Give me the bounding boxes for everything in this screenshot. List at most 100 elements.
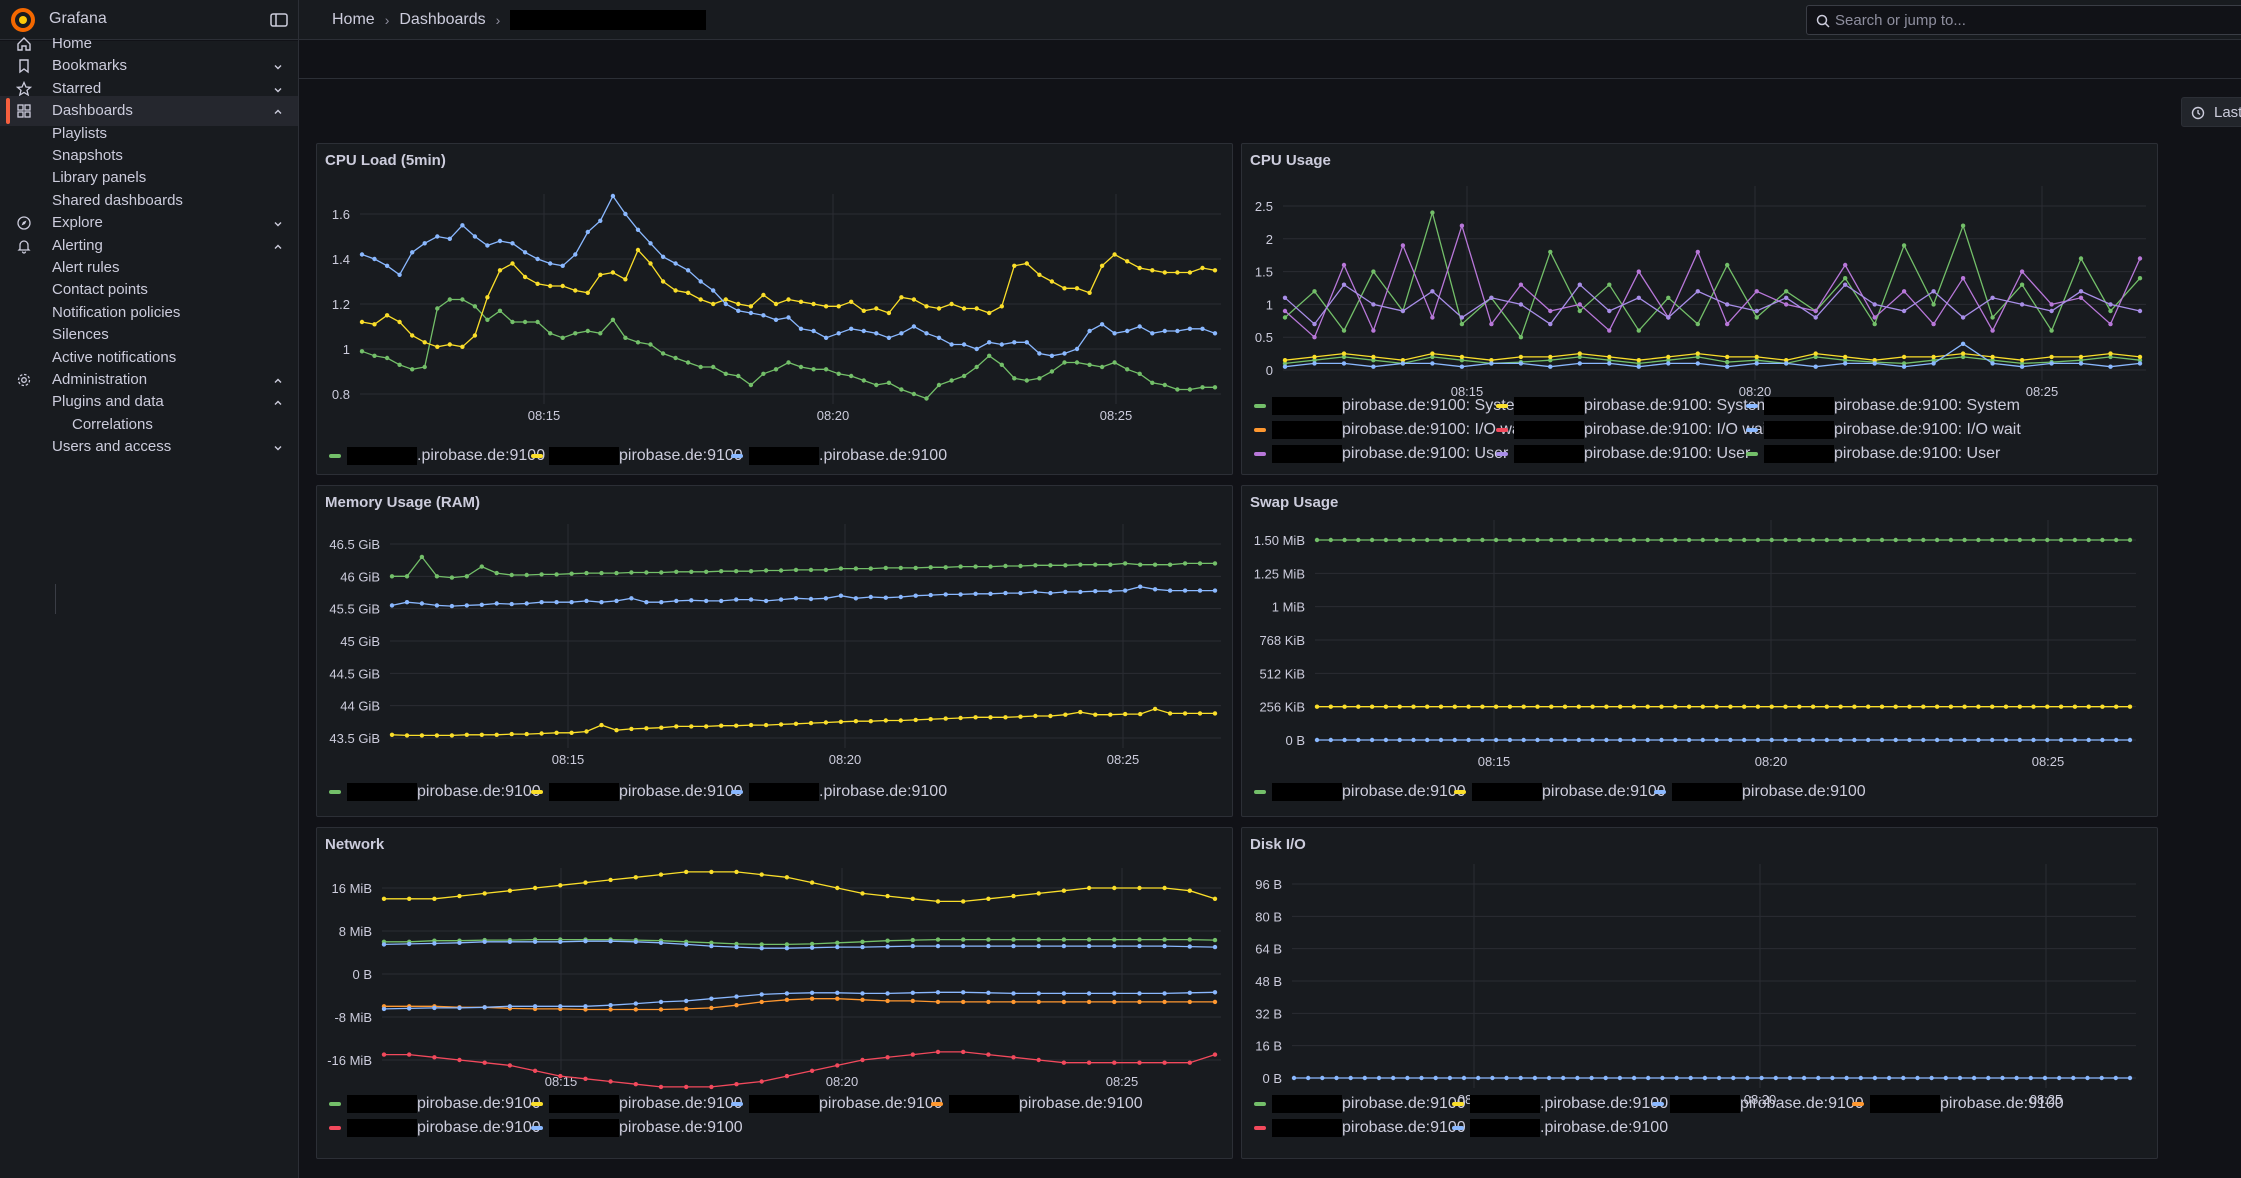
data-point: [786, 360, 791, 365]
legend-item[interactable]: pirobase.de:9100: [931, 1095, 1143, 1113]
data-point: [407, 1052, 412, 1057]
data-point: [1548, 249, 1553, 255]
legend-item[interactable]: pirobase.de:9100: [531, 783, 743, 801]
panel-memory-usage-ram[interactable]: 08:15 08:20 08:25 46.5 GiB 46 GiB 45.5 GiB 45 …: [316, 485, 1233, 817]
panel-cpu-load-5min[interactable]: 08:15 08:20 08:25 1.6 1.4 1.2 1 0.8 CPU Load (5m…: [316, 143, 1233, 475]
panel-cpu-usage[interactable]: 08:15 08:20 08:25 2.5 2 1.5 1 0.5 0 CPU Usage piro…: [1241, 143, 2158, 475]
legend-item[interactable]: pirobase.de:9100: System: [1254, 397, 1528, 415]
legend-item[interactable]: .pirobase.de:9100: [1452, 1095, 1668, 1113]
chevron-down-icon[interactable]: [272, 442, 284, 454]
chevron-up-icon[interactable]: [272, 241, 284, 253]
data-point: [808, 720, 814, 726]
sidebar-item-users-and-access[interactable]: Users and access: [0, 432, 298, 462]
panel-title[interactable]: CPU Usage: [1250, 152, 1331, 169]
sidebar-item-alerting[interactable]: Alerting: [0, 231, 298, 261]
chevron-up-icon[interactable]: [272, 106, 284, 118]
legend-item[interactable]: pirobase.de:9100: [731, 1095, 943, 1113]
data-point: [1957, 1075, 1963, 1081]
panel-title[interactable]: Network: [325, 836, 385, 853]
chevron-down-icon[interactable]: [272, 84, 284, 96]
legend-item[interactable]: pirobase.de:9100: System: [1496, 397, 1770, 415]
legend-item[interactable]: pirobase.de:9100: [1254, 1119, 1466, 1137]
sidebar-item-starred[interactable]: Starred: [0, 74, 298, 104]
chevron-down-icon[interactable]: [272, 218, 284, 230]
legend-item[interactable]: pirobase.de:9100: I/O wait: [1746, 421, 2021, 439]
sidebar-item-administration[interactable]: Administration: [0, 365, 298, 395]
data-point: [410, 367, 415, 372]
legend-item[interactable]: pirobase.de:9100: [531, 447, 743, 465]
data-point: [1931, 358, 1936, 363]
panel-swap-usage[interactable]: 08:15 08:20 08:25 1.50 MiB 1.25 MiB 1 MiB 768 …: [1241, 485, 2158, 817]
time-range-picker[interactable]: Last: [2181, 97, 2241, 127]
legend-item[interactable]: pirobase.de:9100: [531, 1095, 743, 1113]
data-point: [823, 335, 829, 340]
legend-item[interactable]: pirobase.de:9100: [329, 783, 541, 801]
data-point: [1078, 709, 1083, 715]
sidebar-item-playlists[interactable]: Playlists: [0, 119, 298, 149]
panel-title[interactable]: CPU Load (5min): [325, 152, 446, 169]
sidebar-item-snapshots[interactable]: Snapshots: [0, 141, 298, 171]
dock-menu-icon[interactable]: [269, 10, 289, 30]
sidebar-item-alert-rules[interactable]: Alert rules: [0, 253, 298, 283]
legend-item[interactable]: pirobase.de:9100: [329, 1119, 541, 1137]
sidebar-item-plugins-and-data[interactable]: Plugins and data: [0, 387, 298, 417]
panel-title[interactable]: Swap Usage: [1250, 494, 1339, 511]
data-point: [2114, 537, 2119, 543]
legend-item[interactable]: .pirobase.de:9100: [731, 447, 947, 465]
search-input[interactable]: Search or jump to...: [1806, 5, 2241, 35]
legend-item[interactable]: pirobase.de:9100: [329, 1095, 541, 1113]
x-tick-label: 08:15: [545, 1074, 578, 1089]
chevron-up-icon[interactable]: [272, 375, 284, 387]
panel-network[interactable]: 08:15 08:20 08:25 16 MiB 8 MiB 0 B -8 MiB -16 M…: [316, 827, 1233, 1159]
legend-item[interactable]: pirobase.de:9100: User: [1746, 445, 2000, 463]
legend-item[interactable]: pirobase.de:9100: System: [1746, 397, 2020, 415]
data-point: [1356, 737, 1361, 743]
grafana-logo-icon[interactable]: [10, 7, 36, 33]
legend-item[interactable]: pirobase.de:9100: User: [1254, 445, 1508, 463]
legend-item[interactable]: pirobase.de:9100: I/O wait: [1496, 421, 1771, 439]
sidebar-item-correlations[interactable]: Correlations: [0, 410, 298, 440]
legend-item[interactable]: pirobase.de:9100: [1454, 783, 1666, 801]
chevron-up-icon[interactable]: [272, 397, 284, 409]
data-point: [1438, 704, 1444, 709]
legend-item[interactable]: pirobase.de:9100: [531, 1119, 743, 1137]
sidebar-item-active-notifications[interactable]: Active notifications: [0, 343, 298, 373]
data-point: [793, 567, 799, 573]
data-point: [482, 891, 487, 896]
data-point: [1187, 937, 1192, 942]
data-point: [973, 591, 978, 596]
legend-item[interactable]: pirobase.de:9100: [1254, 1095, 1466, 1113]
data-point: [673, 355, 678, 361]
breadcrumb-dashboards[interactable]: Dashboards: [399, 11, 486, 28]
legend-item[interactable]: .pirobase.de:9100: [329, 447, 545, 465]
sidebar-item-notification-policies[interactable]: Notification policies: [0, 298, 298, 328]
panel-title[interactable]: Memory Usage (RAM): [325, 494, 481, 511]
legend-item[interactable]: .pirobase.de:9100: [731, 783, 947, 801]
sidebar-item-explore[interactable]: Explore: [0, 208, 298, 238]
data-point: [1872, 315, 1877, 320]
legend-item[interactable]: pirobase.de:9100: [1654, 783, 1866, 801]
data-point: [928, 717, 933, 722]
data-point: [1783, 537, 1788, 543]
sidebar-item-home[interactable]: Home: [0, 29, 298, 59]
chevron-down-icon[interactable]: [272, 61, 284, 73]
panel-title[interactable]: Disk I/O: [1250, 836, 1306, 853]
sidebar-item-shared-dashboards[interactable]: Shared dashboards: [0, 186, 298, 216]
data-point: [449, 575, 455, 580]
sidebar-item-bookmarks[interactable]: Bookmarks: [0, 51, 298, 81]
legend-item[interactable]: pirobase.de:9100: User: [1496, 445, 1750, 463]
sidebar-item-contact-points[interactable]: Contact points: [0, 275, 298, 305]
legend-item[interactable]: pirobase.de:9100: [1652, 1095, 1864, 1113]
breadcrumb-home[interactable]: Home: [332, 11, 375, 28]
legend-item[interactable]: pirobase.de:9100: [1254, 783, 1466, 801]
sidebar-item-library-panels[interactable]: Library panels: [0, 163, 298, 193]
data-point: [648, 261, 653, 266]
sidebar-item-silences[interactable]: Silences: [0, 320, 298, 350]
legend-item[interactable]: pirobase.de:9100: [1852, 1095, 2064, 1113]
legend-item[interactable]: pirobase.de:9100: I/O wait: [1254, 421, 1529, 439]
sidebar-item-dashboards[interactable]: Dashboards: [0, 96, 298, 127]
legend-item[interactable]: .pirobase.de:9100: [1452, 1119, 1668, 1137]
data-point: [422, 340, 427, 345]
data-point: [599, 722, 604, 728]
